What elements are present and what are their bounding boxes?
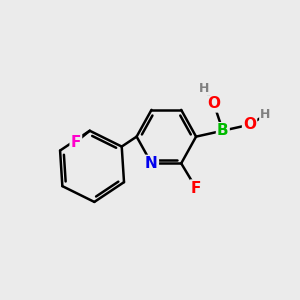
Text: F: F: [191, 181, 201, 196]
Text: B: B: [217, 123, 229, 138]
Text: O: O: [243, 117, 256, 132]
Text: H: H: [199, 82, 209, 95]
Text: O: O: [207, 96, 220, 111]
Text: N: N: [145, 156, 158, 171]
Text: H: H: [260, 108, 271, 122]
Text: F: F: [71, 135, 81, 150]
